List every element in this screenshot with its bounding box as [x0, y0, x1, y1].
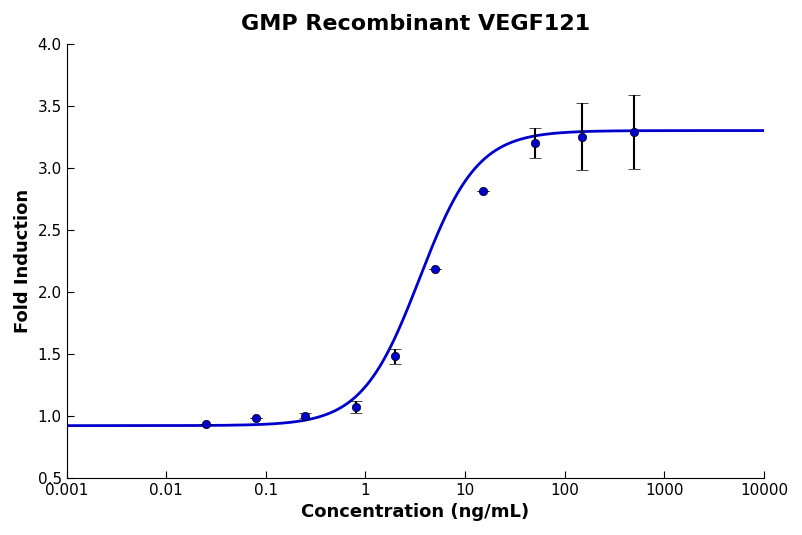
Title: GMP Recombinant VEGF121: GMP Recombinant VEGF121: [241, 14, 589, 34]
X-axis label: Concentration (ng/mL): Concentration (ng/mL): [302, 503, 529, 521]
Y-axis label: Fold Induction: Fold Induction: [14, 189, 32, 333]
